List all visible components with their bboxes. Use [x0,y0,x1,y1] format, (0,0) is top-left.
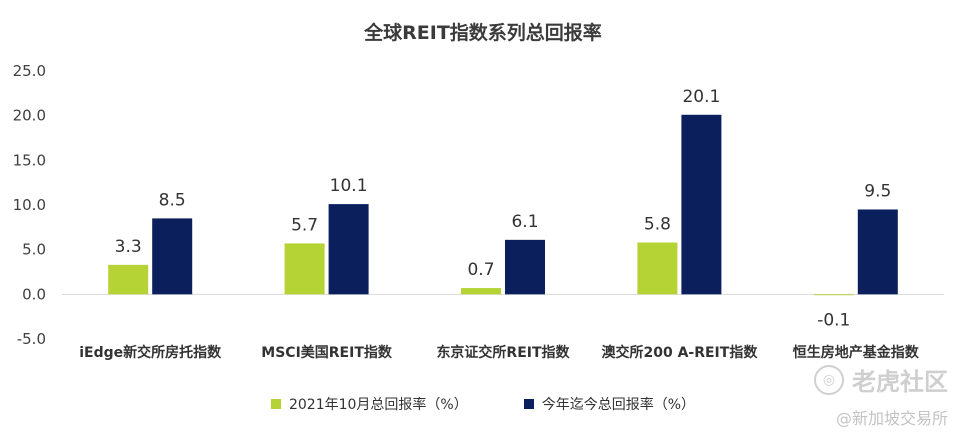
y-tick-label: 15.0 [13,151,46,169]
data-label-monthly-1: 5.7 [291,215,318,235]
bar-ytd-1 [328,204,369,295]
y-tick-label: 5.0 [22,241,46,259]
bar-ytd-3 [681,114,722,295]
data-label-ytd-1: 10.1 [330,176,368,196]
y-tick-label: -5.0 [17,330,46,348]
bar-monthly-2 [461,288,501,295]
data-label-ytd-0: 8.5 [159,190,186,210]
legend-item-ytd: 今年迄今总回报率（%） [523,394,696,414]
bar-monthly-0 [108,264,149,295]
legend-item-monthly: 2021年10月总回报率（%） [270,394,468,414]
bar-monthly-4 [813,294,854,296]
bar-ytd-0 [152,218,193,295]
y-tick-label: 10.0 [13,196,46,214]
bar-ytd-4 [857,209,898,295]
data-label-ytd-4: 9.5 [864,181,891,201]
category-label-3: 澳交所200 A-REIT指数 [601,344,758,361]
category-label-2: 东京证交所REIT指数 [436,344,570,361]
tiger-logo-icon: ◎ [814,364,844,395]
y-tick-label: 0.0 [22,285,46,303]
chart-title: 全球REIT指数系列总回报率 [364,22,602,44]
data-label-monthly-4: -0.1 [817,310,850,330]
data-label-ytd-3: 20.1 [682,87,720,107]
category-label-1: MSCI美国REIT指数 [261,344,393,361]
y-tick-label: 20.0 [13,107,46,125]
bar-monthly-3 [637,242,678,295]
legend: 2021年10月总回报率（%） 今年迄今总回报率（%） [0,394,966,414]
data-label-monthly-3: 5.8 [644,215,671,235]
watermark: ◎ 老虎社区 @新加坡交易所 [814,362,948,429]
data-label-ytd-2: 6.1 [511,212,538,232]
watermark-handle: @新加坡交易所 [835,409,948,428]
watermark-logo-text: 老虎社区 [852,368,948,396]
bar-monthly-1 [284,243,325,295]
legend-swatch-monthly [270,399,281,409]
data-label-monthly-0: 3.3 [115,237,142,257]
y-tick-label: 25.0 [13,62,46,80]
legend-label-monthly: 2021年10月总回报率（%） [288,397,468,413]
legend-label-ytd: 今年迄今总回报率（%） [541,397,696,413]
category-label-0: iEdge新交所房托指数 [79,344,222,361]
data-label-monthly-2: 0.7 [467,260,494,280]
legend-swatch-ytd [523,399,534,409]
watermark-logo: ◎ 老虎社区 [814,362,948,397]
bar-ytd-2 [505,239,545,295]
category-label-4: 恒生房地产基金指数 [793,344,920,361]
